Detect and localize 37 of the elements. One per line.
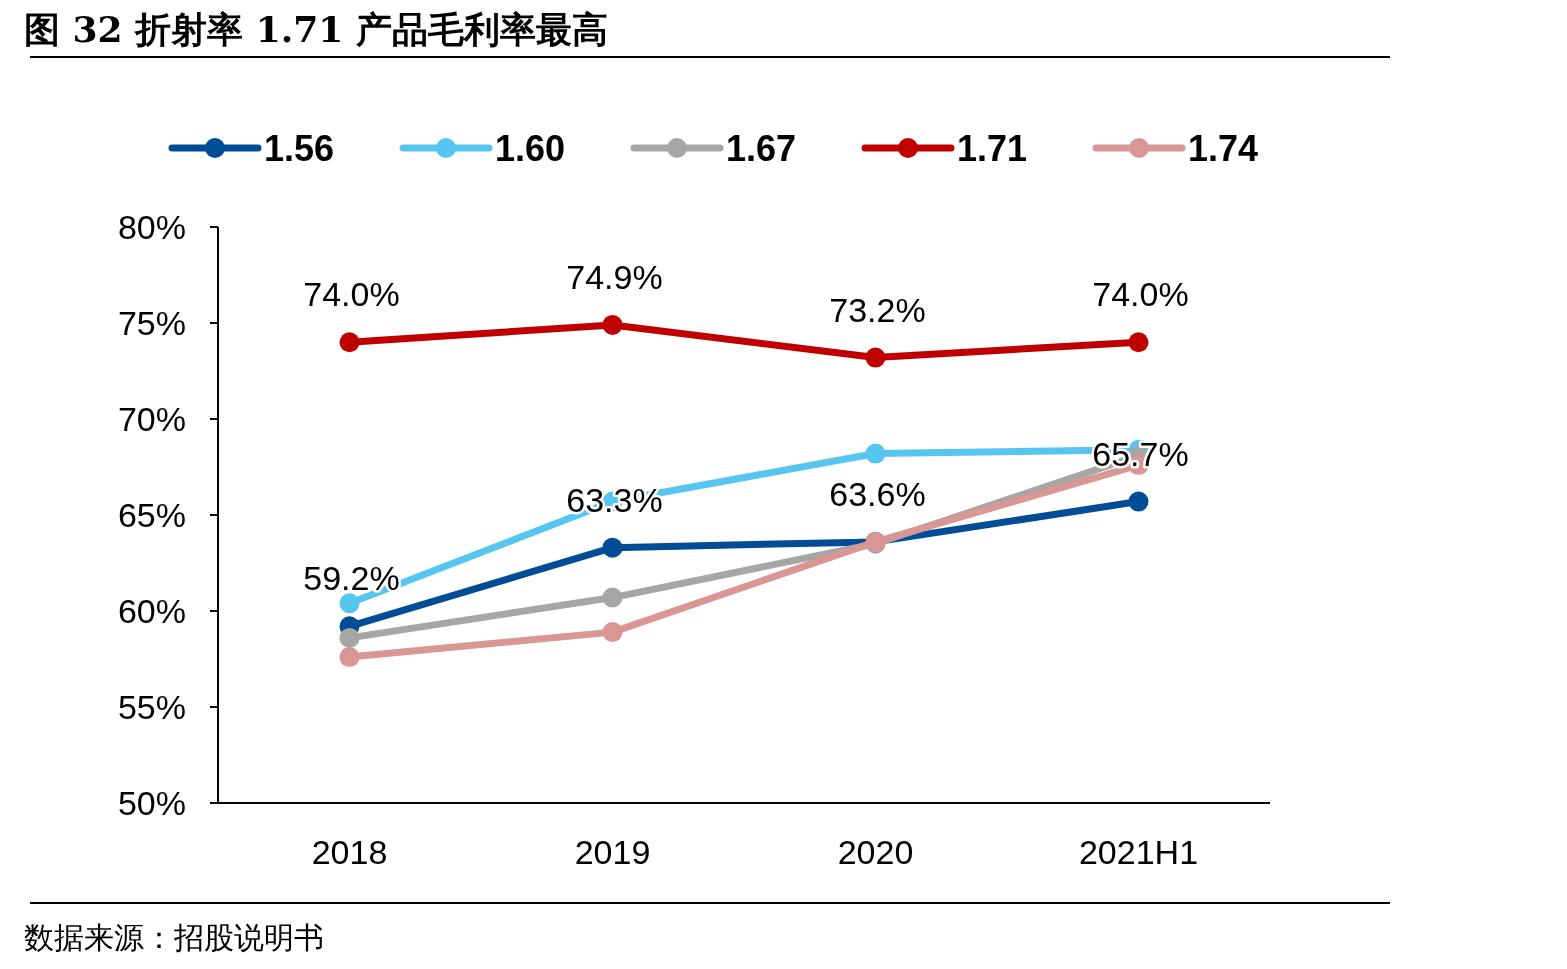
point [339,332,360,353]
point [1128,491,1149,512]
x-tick-label: 2021H1 [1078,833,1199,871]
x-tick-label: 2020 [837,833,914,871]
data-label: 74.9% [566,257,663,296]
point [865,443,886,464]
point [339,593,360,614]
legend-label: 1.67 [726,128,797,169]
y-tick-label: 65% [117,496,186,534]
point [602,537,623,558]
data-label: 74.0% [1092,275,1189,314]
data-label: 59.2% [303,559,400,598]
point [339,647,360,668]
source-note: 数据来源：招股说明书 [24,920,324,955]
y-tick-label: 55% [117,688,186,726]
legend-label: 1.56 [264,128,335,169]
y-tick-label: 75% [117,304,186,342]
data-label: 65.7% [1092,434,1189,473]
legend-label: 1.74 [1188,128,1259,169]
y-tick-label: 50% [117,784,186,822]
data-label: 63.6% [829,474,926,513]
y-tick-label: 80% [117,208,186,246]
y-tick-label: 70% [117,400,186,438]
point [1128,332,1149,353]
legend-label: 1.71 [957,128,1028,169]
data-label: 74.0% [303,275,400,314]
point [602,622,623,643]
legend-label: 1.60 [495,128,566,169]
x-tick-label: 2019 [574,833,651,871]
point [602,314,623,335]
y-tick-label: 60% [117,592,186,630]
point [339,627,360,648]
data-label: 73.2% [829,290,926,329]
point [602,587,623,608]
chart-title: 图 32 折射率 1.71 产品毛利率最高 [24,8,608,50]
x-tick-label: 2018 [311,833,388,871]
point [865,347,886,368]
